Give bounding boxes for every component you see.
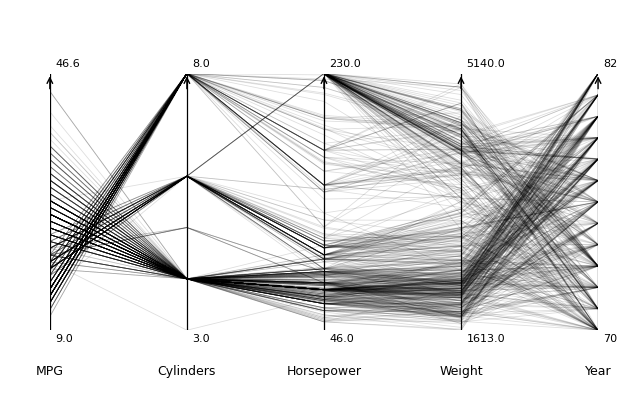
- Text: 3.0: 3.0: [193, 333, 210, 343]
- Text: MPG: MPG: [36, 364, 64, 377]
- Text: 9.0: 9.0: [55, 333, 73, 343]
- Text: 82: 82: [604, 59, 618, 69]
- Text: 46.0: 46.0: [330, 333, 354, 343]
- Text: 46.6: 46.6: [55, 59, 80, 69]
- Text: Cylinders: Cylinders: [158, 364, 216, 377]
- Text: 70: 70: [604, 333, 617, 343]
- Text: 1613.0: 1613.0: [467, 333, 505, 343]
- Text: Year: Year: [585, 364, 611, 377]
- Text: 5140.0: 5140.0: [467, 59, 505, 69]
- Text: Horsepower: Horsepower: [287, 364, 361, 377]
- Text: 8.0: 8.0: [193, 59, 210, 69]
- Text: Weight: Weight: [439, 364, 483, 377]
- Text: 230.0: 230.0: [330, 59, 361, 69]
